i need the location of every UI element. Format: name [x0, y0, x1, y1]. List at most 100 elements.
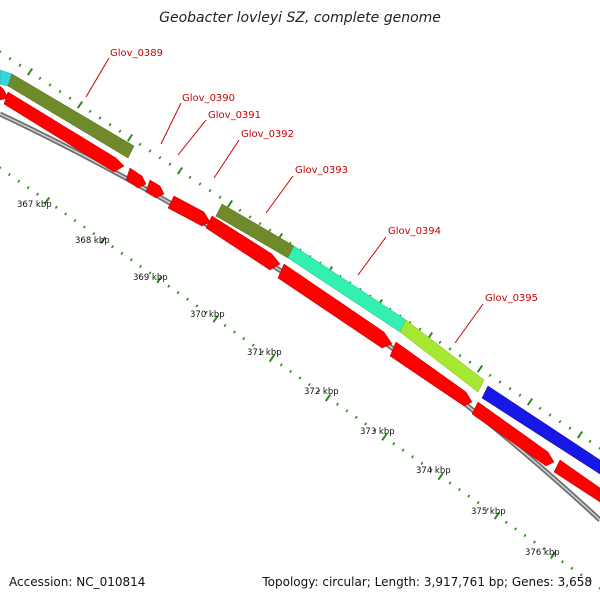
- minor-tick: [195, 304, 199, 308]
- major-tick: [381, 433, 388, 441]
- minor-tick: [92, 232, 96, 236]
- feature-track-colored: [0, 69, 600, 475]
- minor-tick: [504, 520, 508, 524]
- major-tick: [493, 511, 501, 520]
- leader-glov-0394: [357, 236, 387, 276]
- minor-tick: [158, 155, 162, 160]
- leader-glov-0395: [454, 303, 484, 344]
- kbp-label: 372 kbp: [304, 387, 339, 397]
- minor-tick: [198, 182, 202, 186]
- minor-tick: [429, 468, 433, 472]
- minor-tick: [176, 291, 180, 295]
- kbp-label: 370 kbp: [190, 310, 225, 320]
- minor-tick: [129, 258, 133, 262]
- minor-tick: [498, 380, 502, 384]
- minor-tick: [238, 208, 242, 213]
- minor-tick: [232, 330, 236, 334]
- minor-tick: [82, 225, 86, 229]
- gene-label-glov-0391[interactable]: Glov_0391: [208, 110, 261, 121]
- minor-tick: [73, 218, 77, 223]
- gene-label-glov-0389[interactable]: Glov_0389: [110, 48, 163, 59]
- cds-arrow-glov-0390[interactable]: [125, 167, 147, 189]
- kbp-label: 373 kbp: [360, 427, 395, 437]
- minor-tick: [268, 228, 272, 232]
- cds-arrow-glov-0395[interactable]: [389, 341, 473, 407]
- kbp-label: 371 kbp: [247, 348, 282, 358]
- leader-glov-0389: [85, 57, 110, 98]
- minor-tick: [218, 195, 222, 199]
- gene-label-leaders: [85, 57, 484, 344]
- minor-tick: [401, 448, 405, 452]
- minor-tick: [448, 481, 452, 485]
- major-tick: [76, 100, 84, 109]
- cds-arrow-glov-0389[interactable]: [3, 91, 125, 173]
- minor-tick: [68, 96, 72, 100]
- feature-glov-0389-olive[interactable]: [7, 73, 135, 159]
- minor-tick: [38, 76, 42, 81]
- minor-tick: [523, 533, 527, 538]
- kbp-label: 376 kbp: [525, 548, 560, 558]
- minor-tick: [118, 129, 122, 133]
- minor-tick: [98, 116, 102, 120]
- topology-text: Topology: circular; Length: 3,917,761 bp…: [261, 575, 592, 589]
- minor-tick: [248, 215, 252, 219]
- major-tick: [212, 315, 219, 323]
- minor-tick: [542, 547, 546, 551]
- minor-tick: [438, 340, 442, 345]
- gene-labels: Glov_0389 Glov_0390 Glov_0391 Glov_0392 …: [110, 48, 538, 304]
- leader-glov-0393: [265, 175, 294, 214]
- accession-text: Accession: NC_010814: [9, 575, 145, 589]
- minor-tick: [486, 507, 489, 511]
- major-tick: [226, 199, 234, 208]
- major-tick: [549, 551, 557, 560]
- kbp-label: 367 kbp: [17, 200, 52, 210]
- kbp-label: 369 kbp: [133, 273, 168, 283]
- cds-arrow-glov-0391[interactable]: [145, 179, 165, 199]
- minor-tick: [148, 271, 152, 275]
- minor-tick: [418, 327, 422, 331]
- minor-tick: [598, 586, 600, 590]
- minor-tick: [468, 360, 472, 364]
- feature-glov-0395-yellow-green[interactable]: [399, 319, 485, 393]
- map-title: Geobacter lovleyi SZ, complete genome: [159, 10, 441, 26]
- major-tick: [476, 364, 484, 373]
- minor-tick: [138, 142, 142, 147]
- minor-tick: [289, 369, 293, 374]
- minor-tick: [18, 63, 22, 67]
- minor-tick: [258, 221, 262, 226]
- minor-tick: [58, 89, 62, 94]
- major-tick: [43, 196, 51, 205]
- kbp-label: 368 kbp: [75, 236, 110, 246]
- gene-label-glov-0390[interactable]: Glov_0390: [182, 93, 235, 104]
- minor-tick: [457, 487, 461, 492]
- cds-arrow-glov-0394[interactable]: [277, 263, 393, 349]
- minor-tick: [476, 501, 480, 505]
- gene-label-glov-0394[interactable]: Glov_0394: [388, 226, 441, 237]
- gene-label-glov-0392[interactable]: Glov_0392: [241, 129, 294, 140]
- major-tick: [176, 166, 184, 175]
- cds-arrow[interactable]: [553, 459, 600, 503]
- minor-tick: [467, 494, 471, 498]
- cds-arrow[interactable]: [471, 401, 555, 467]
- major-tick: [99, 236, 107, 245]
- gene-label-glov-0393[interactable]: Glov_0393: [295, 165, 348, 176]
- gene-label-glov-0395[interactable]: Glov_0395: [485, 293, 538, 304]
- minor-tick: [598, 446, 600, 450]
- cds-arrow-glov-0393[interactable]: [205, 215, 281, 271]
- minor-tick: [317, 389, 321, 393]
- feature-blue[interactable]: [481, 385, 600, 475]
- minor-tick: [589, 579, 593, 584]
- minor-tick: [208, 188, 212, 193]
- minor-tick: [514, 527, 518, 531]
- minor-tick: [307, 382, 311, 387]
- feature-track-cds: [0, 85, 600, 503]
- minor-tick: [568, 426, 572, 430]
- minor-tick: [108, 122, 112, 127]
- major-tick: [437, 472, 444, 481]
- kbp-scale: 367 kbp 368 kbp 369 kbp 370 kbp 371 kbp …: [17, 200, 560, 558]
- minor-tick: [261, 350, 264, 354]
- major-tick: [26, 67, 34, 76]
- cds-arrow-glov-0392[interactable]: [167, 195, 211, 227]
- major-tick: [268, 354, 276, 363]
